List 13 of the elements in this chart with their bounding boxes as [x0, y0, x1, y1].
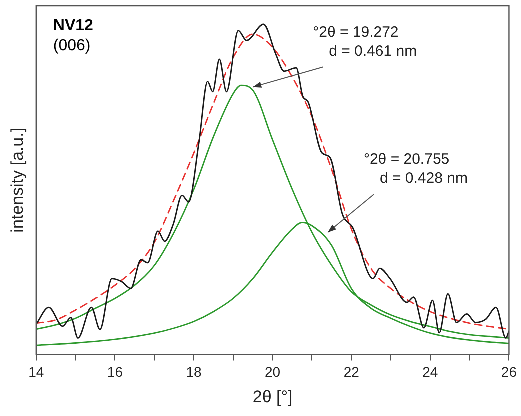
x-axis-title: 2θ [°] [252, 387, 293, 406]
annotation: (006) [53, 37, 91, 54]
x-tick-label: 18 [186, 364, 202, 380]
x-tick-label: 16 [107, 364, 124, 380]
y-axis-title: intensity [a.u.] [8, 128, 27, 233]
x-tick-label: 26 [501, 364, 518, 380]
x-tick-label: 22 [344, 364, 360, 380]
x-tick-label: 20 [265, 364, 281, 380]
x-tick-label: 24 [422, 364, 438, 380]
annotation: °2θ = 20.755 d = 0.428 nm [364, 151, 468, 188]
annotation: NV12 [53, 17, 94, 34]
x-tick-label: 14 [28, 364, 44, 380]
annotation: °2θ = 19.272 d = 0.461 nm [313, 24, 418, 60]
